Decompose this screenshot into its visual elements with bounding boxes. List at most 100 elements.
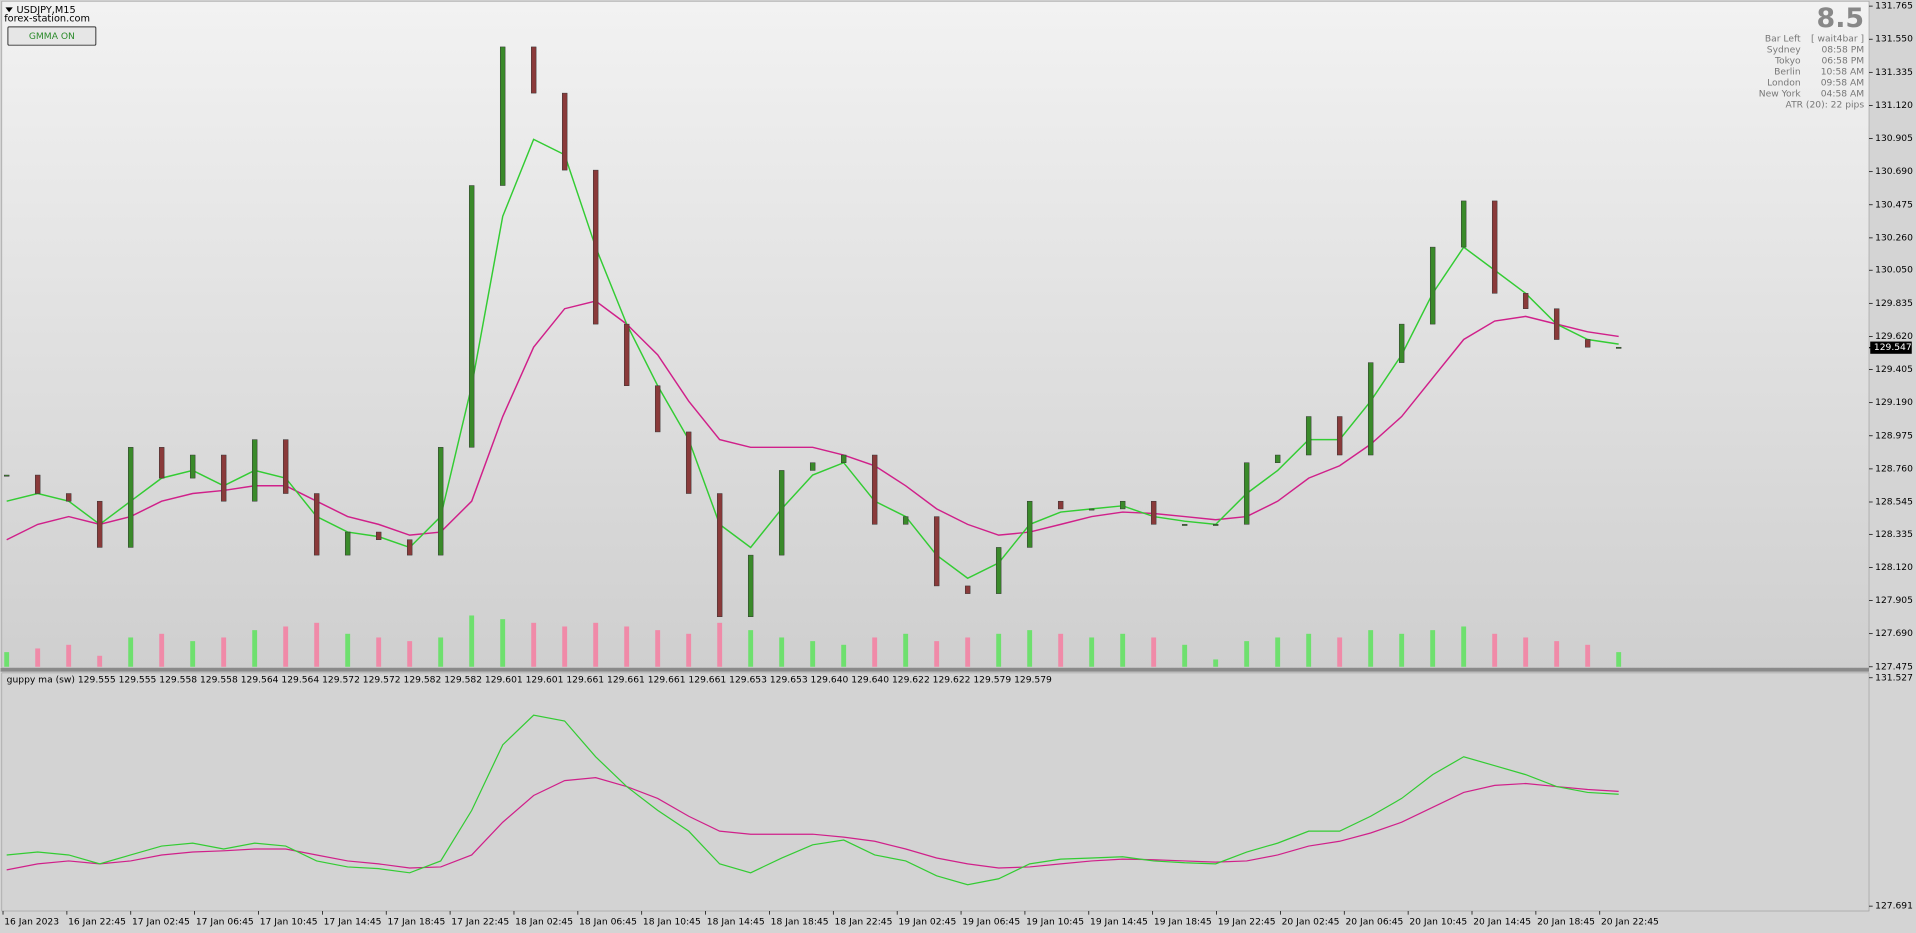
volume-bar [748,630,754,667]
volume-bar [1244,641,1250,667]
candle [964,585,971,594]
x-tick-label: 17 Jan 22:45 [451,918,509,928]
x-tick-label: 19 Jan 10:45 [1026,918,1084,928]
volume-bar [996,633,1002,667]
y-tick-label: 131.550 [1875,35,1913,45]
info-value: [ wait4bar ] [1811,35,1864,45]
volume-bar [1461,626,1467,667]
x-tick-label: 17 Jan 18:45 [387,918,445,928]
volume-bar [66,644,72,667]
y-tick-label: 129.835 [1875,299,1913,309]
candle [933,516,940,587]
x-tick-label: 19 Jan 02:45 [898,918,956,928]
ma-slow [6,300,1619,541]
y-tick-label: 128.120 [1875,563,1913,573]
candle [1274,454,1281,463]
candle [871,454,878,525]
candle [654,385,661,433]
volume-bar [1492,633,1498,667]
info-key: Tokyo [1774,57,1801,67]
volume-bar [97,655,103,667]
y-tick-label: 130.260 [1875,233,1913,243]
volume-bar [314,622,320,667]
volume-bar [1368,630,1374,667]
candle [592,169,599,325]
y-tick-label: 128.545 [1875,497,1913,507]
candle [1119,500,1126,510]
candle [34,474,41,494]
candle [716,493,723,617]
info-key: Berlin [1774,68,1801,78]
candle [1398,323,1405,363]
gmma-button[interactable] [7,26,97,46]
volume-bar [810,641,816,667]
x-tick-label: 18 Jan 18:45 [771,918,829,928]
volume-bar [872,637,878,667]
candle [1181,524,1188,526]
candle [220,454,227,502]
x-tick-label: 16 Jan 2023 [4,918,59,928]
symbol: USDJPY,M15 [16,5,75,16]
volume-bar [779,637,785,667]
volume-bar [717,622,723,667]
volume-bar [221,637,227,667]
x-tick-label: 18 Jan 14:45 [707,918,765,928]
ma-fast [6,138,1619,580]
candle [1305,416,1312,456]
y-tick-label: 131.527 [1875,673,1913,683]
candle [3,474,10,477]
candle [375,531,382,540]
volume-bar [686,633,692,667]
candle [778,470,785,556]
candle [406,539,413,556]
x-tick-label: 20 Jan 22:45 [1601,918,1659,928]
candle [1460,200,1467,248]
volume-bar [345,633,351,667]
volume-bar [934,641,940,667]
x-tick-label: 17 Jan 06:45 [196,918,254,928]
info-value: 08:58 PM [1821,46,1864,56]
candle [344,531,351,556]
candle [561,92,568,171]
x-tick-label: 17 Jan 02:45 [132,918,190,928]
x-tick-label: 19 Jan 06:45 [962,918,1020,928]
y-tick-label: 128.760 [1875,464,1913,474]
volume-bar [128,637,134,667]
info-key: London [1767,79,1801,89]
y-tick-label: 130.475 [1875,200,1913,210]
candle [623,323,630,386]
candle [437,447,444,556]
x-tick-label: 17 Jan 10:45 [260,918,318,928]
candle [1057,500,1064,510]
candle [282,439,289,494]
volume-bar [965,637,971,667]
x-tick-label: 18 Jan 02:45 [515,918,573,928]
current-price-box [1870,341,1912,354]
gmma-button-label: GMMA ON [29,32,75,42]
menu-arrow[interactable] [5,7,13,13]
candle [1336,416,1343,456]
x-tick-label: 17 Jan 14:45 [324,918,382,928]
volume-bar [1120,633,1126,667]
volume-bar [1275,637,1281,667]
volume-bar [1585,644,1591,667]
candle [1553,308,1560,340]
x-tick-label: 19 Jan 22:45 [1218,918,1276,928]
indicator-slow [6,777,1619,871]
candle [840,454,847,463]
candle [189,454,196,479]
candle [530,46,537,94]
x-tick-label: 18 Jan 10:45 [643,918,701,928]
candle [127,447,134,548]
y-tick-label: 127.475 [1875,662,1913,672]
x-tick-label: 20 Jan 14:45 [1473,918,1531,928]
y-tick-label: 128.975 [1875,431,1913,441]
candle [65,493,72,502]
volume-bar [190,641,196,667]
y-tick-label: 127.690 [1875,629,1913,639]
indicator-panel [1,672,1870,912]
candle [1212,524,1219,526]
x-tick-label: 19 Jan 14:45 [1090,918,1148,928]
x-tick-label: 19 Jan 18:45 [1154,918,1212,928]
